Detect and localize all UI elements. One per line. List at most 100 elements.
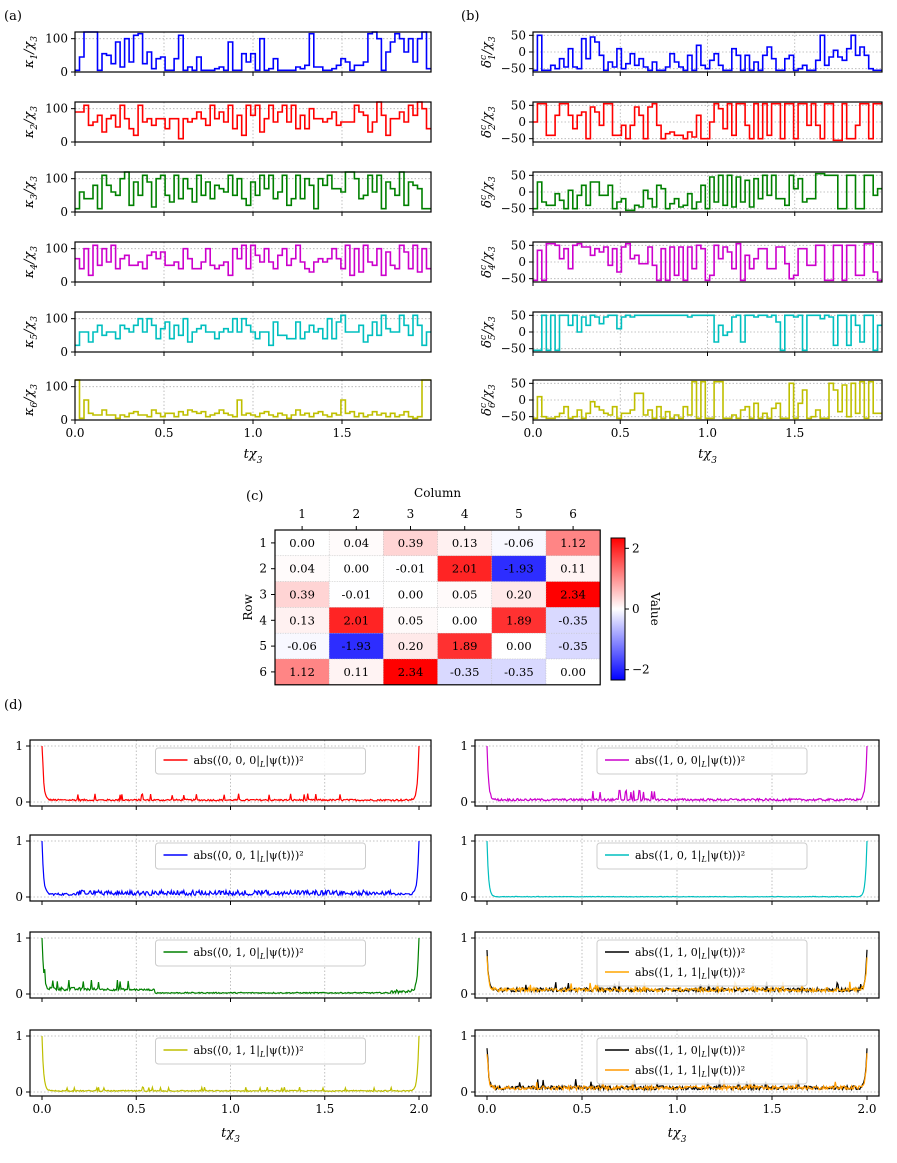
a-ytick: 100 (45, 242, 68, 256)
a-ytick: 0 (60, 413, 68, 427)
b-frame-4 (532, 241, 883, 283)
b-ytick: 0 (518, 185, 526, 199)
a-ylabel-3: κ3/χ3 (22, 176, 40, 210)
a-xtick: 1.5 (332, 426, 351, 440)
heatmap-cell-value: 0.20 (506, 588, 532, 602)
heatmap-cell (383, 581, 438, 608)
d-subplot-5: 0 1 abs(⟨1, 0, 0|L|ψ(t)⟩)² (460, 739, 880, 810)
heatmap-cell (328, 529, 384, 557)
heatmap-cell (545, 555, 601, 582)
d-xtick: 0.5 (127, 1102, 146, 1116)
d-subplot-1: 0 1 abs(⟨0, 0, 0|L|ψ(t)⟩)² (15, 739, 432, 810)
b-ytick: 50 (511, 376, 526, 390)
d-legend-box (596, 939, 808, 987)
heatmap-row-label: 1 (259, 536, 267, 550)
b-xlabel: tχ3 (698, 447, 717, 466)
a-ytick: 100 (45, 102, 68, 116)
heatmap-frame (274, 529, 601, 686)
a-series-3 (75, 171, 431, 210)
heatmap-row-label: 4 (259, 613, 267, 627)
a-series-6 (75, 379, 431, 420)
heatmap-col-label: 3 (407, 507, 415, 521)
d-legend-label: abs(⟨1, 1, 1|L|ψ(t)⟩)² (635, 1064, 745, 1079)
a-subplot-3: 0 100 κ3/χ3 (22, 171, 432, 219)
d-legend-label: abs(⟨1, 1, 0|L|ψ(t)⟩)² (635, 1044, 745, 1059)
heatmap-col-label: 1 (298, 507, 306, 521)
b-ytick: 50 (511, 238, 526, 252)
d-legend-box (155, 1037, 366, 1065)
heatmap-cell-value: -0.35 (558, 613, 588, 627)
heatmap-ylabel: Row (241, 593, 255, 620)
d-legend-box (596, 747, 808, 775)
heatmap-cell-value: 0.13 (289, 613, 315, 627)
a-series-4 (75, 244, 431, 277)
heatmap-row-label: 2 (259, 562, 267, 576)
d-subplot-3: 0 1 abs(⟨0, 1, 0|L|ψ(t)⟩)² (15, 931, 432, 1002)
a-xtick: 0.0 (65, 426, 84, 440)
d-xtick: 0.0 (32, 1102, 51, 1116)
heatmap-cell-value: -0.06 (504, 536, 534, 550)
b-series-6 (533, 380, 882, 420)
heatmap-cell (491, 529, 547, 557)
heatmap-cell (491, 658, 547, 686)
a-subplot-6: 0 100 κ6/χ3 (22, 379, 432, 427)
d-ytick: 0 (460, 795, 468, 809)
heatmap-cell-value: 0.39 (398, 536, 424, 550)
b-ylabel-4: δc4/χ3 (479, 246, 498, 278)
d-trace (41, 1035, 420, 1094)
panel-label-d: (d) (4, 698, 22, 713)
d-trace (41, 840, 420, 898)
d-subplot-6: 0 1 abs(⟨1, 0, 1|L|ψ(t)⟩)² (460, 834, 880, 905)
panel-b: 500−50δc1/χ3500−50δc2/χ3500−50δc3/χ3500−… (479, 28, 883, 466)
heatmap-cell-value: 0.00 (452, 613, 478, 627)
a-xtick: 1.0 (243, 426, 262, 440)
heatmap-row-label: 5 (259, 639, 267, 653)
b-ytick: 50 (511, 98, 526, 112)
d-legend-label: abs(⟨0, 1, 1|L|ψ(t)⟩)² (194, 1044, 304, 1059)
d-legend-label: abs(⟨1, 1, 0|L|ψ(t)⟩)² (635, 946, 745, 961)
heatmap-cell-value: 1.12 (560, 536, 586, 550)
d-ytick: 0 (460, 987, 468, 1001)
d-ytick: 0 (15, 890, 23, 904)
heatmap-cell (383, 529, 438, 557)
heatmap-cell-value: 1.12 (289, 665, 315, 679)
a-series-2 (75, 101, 431, 140)
d-xtick: 1.5 (315, 1102, 334, 1116)
d-xtick: 2.0 (857, 1102, 876, 1116)
heatmap-cell-value: -0.01 (342, 588, 372, 602)
heatmap-cell (491, 555, 547, 582)
heatmap-cell (437, 658, 493, 686)
a-subplot-5: 0 100 κ5/χ3 (22, 311, 432, 359)
a-ylabel-5: κ5/χ3 (22, 316, 40, 350)
d-legend-label: abs(⟨1, 1, 1|L|ψ(t)⟩)² (635, 966, 745, 981)
d-ytick: 1 (460, 1029, 468, 1043)
heatmap-row-label: 3 (259, 588, 267, 602)
heatmap-cell (383, 555, 438, 582)
colorbar-tick: 0 (632, 602, 640, 616)
d-ytick: 1 (460, 834, 468, 848)
heatmap-cell-value: -0.35 (558, 639, 588, 653)
heatmap-cell (328, 607, 384, 634)
colorbar (610, 537, 626, 681)
heatmap-cell (437, 555, 493, 582)
a-subplot-1: 0 100 κ1/χ3 (22, 31, 432, 79)
b-ylabel-6: δc6/χ3 (479, 384, 498, 416)
b-series-3 (533, 172, 882, 212)
d-xtick: 0.5 (572, 1102, 591, 1116)
panel-label-a: (a) (4, 9, 22, 24)
heatmap-cell-value: -0.01 (396, 562, 426, 576)
colorbar-tick: −2 (632, 663, 650, 677)
a-subplot-2: 0 100 κ2/χ3 (22, 101, 432, 149)
heatmap-row-label: 6 (259, 665, 267, 679)
b-ylabel-2: δc2/χ3 (479, 106, 498, 138)
heatmap-cell (383, 632, 438, 660)
heatmap-cell-value: 0.13 (452, 536, 478, 550)
a-ytick: 0 (60, 345, 68, 359)
a-subplot-4: 0 100 κ4/χ3 (22, 241, 432, 289)
b-series-4 (533, 242, 882, 282)
